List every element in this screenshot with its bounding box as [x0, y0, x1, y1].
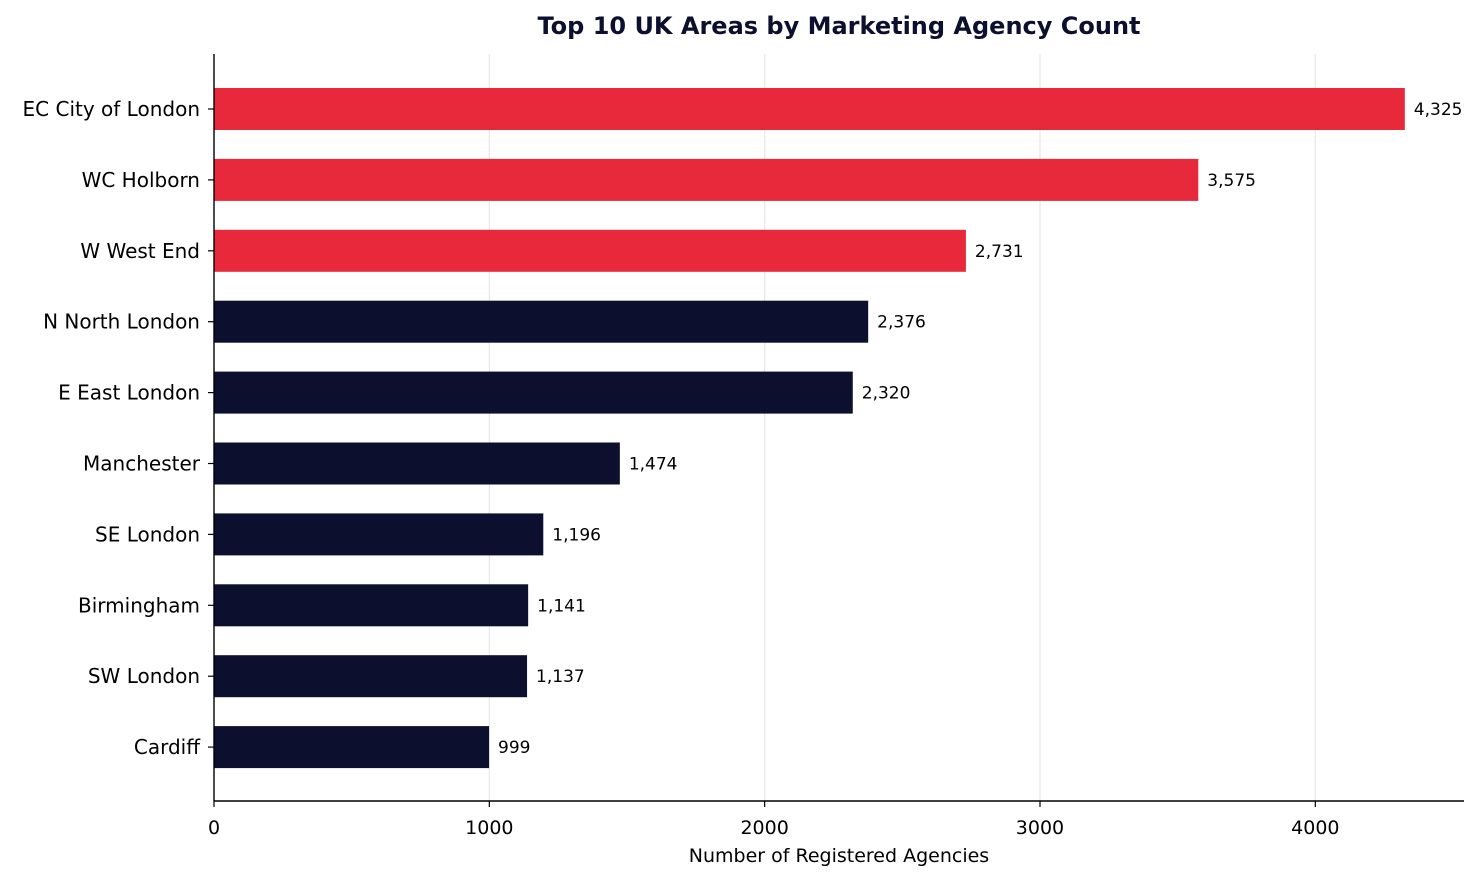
- x-tick-label-3: 3000: [1016, 817, 1064, 839]
- x-tick-label-1: 1000: [465, 817, 513, 839]
- category-label-2: W West End: [80, 239, 200, 263]
- value-label-0: 4,325: [1414, 100, 1463, 120]
- value-label-1: 3,575: [1207, 171, 1256, 191]
- category-labels: EC City of London WC Holborn W West End N N…: [23, 97, 214, 759]
- category-label-8: SW London: [88, 664, 200, 688]
- category-label-3: N North London: [43, 310, 200, 334]
- bar-1: [214, 158, 1199, 201]
- value-labels: 4,325 3,575 2,731 2,376 2,320 1,474 1,196 1,141…: [498, 100, 1462, 758]
- x-tick-label-2: 2000: [740, 817, 788, 839]
- value-label-3: 2,376: [877, 313, 926, 333]
- value-label-7: 1,141: [537, 596, 586, 616]
- category-label-4: E East London: [58, 381, 200, 405]
- bar-0: [214, 88, 1405, 130]
- category-label-9: Cardiff: [134, 735, 201, 759]
- category-label-5: Manchester: [83, 452, 201, 476]
- bars: [214, 88, 1405, 769]
- value-label-9: 999: [498, 738, 530, 758]
- bar-2: [214, 229, 966, 272]
- chart-title: Top 10 UK Areas by Marketing Agency Coun…: [537, 12, 1140, 40]
- x-axis-ticks: 0 1000 2000 3000 4000: [208, 801, 1340, 839]
- x-axis-title: Number of Registered Agencies: [689, 845, 989, 867]
- bar-8: [214, 655, 528, 698]
- value-label-5: 1,474: [629, 455, 678, 475]
- x-tick-label-4: 4000: [1291, 817, 1339, 839]
- bar-9: [214, 726, 490, 769]
- category-label-0: EC City of London: [23, 97, 200, 121]
- value-label-2: 2,731: [975, 242, 1024, 262]
- x-tick-label-0: 0: [208, 817, 220, 839]
- category-label-6: SE London: [95, 522, 200, 546]
- bar-3: [214, 300, 869, 343]
- value-label-4: 2,320: [862, 384, 911, 404]
- category-label-7: Birmingham: [78, 593, 200, 617]
- value-label-8: 1,137: [536, 667, 585, 687]
- bar-5: [214, 442, 620, 485]
- value-label-6: 1,196: [552, 525, 601, 545]
- bar-7: [214, 584, 529, 627]
- bar-4: [214, 371, 853, 414]
- bar-6: [214, 513, 544, 556]
- category-label-1: WC Holborn: [82, 168, 200, 192]
